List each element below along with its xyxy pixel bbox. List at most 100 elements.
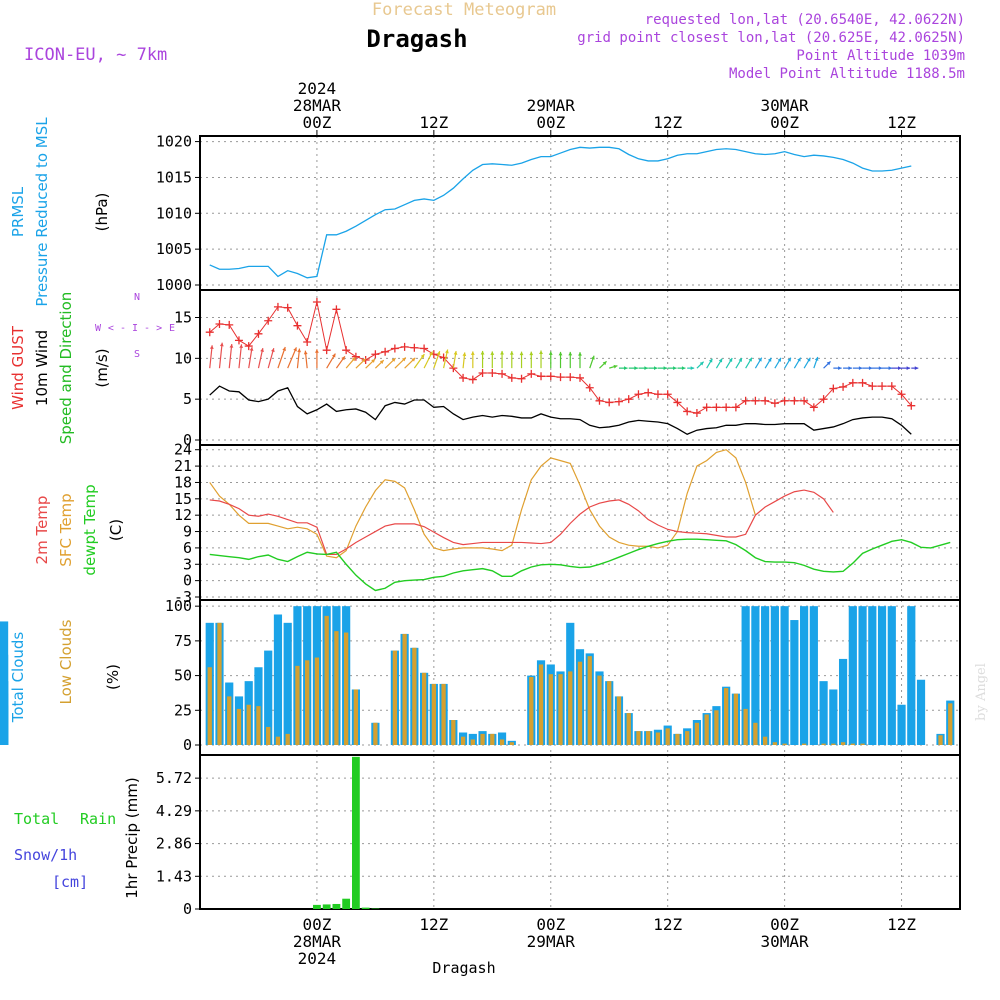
gust-marker <box>819 395 828 404</box>
pressure-unit: (hPa) <box>93 193 111 232</box>
low-cloud-bar <box>685 731 690 745</box>
gust-marker <box>644 388 653 397</box>
rain-bar <box>361 907 370 909</box>
total-cloud-bar <box>264 650 273 745</box>
gust-marker <box>254 329 263 338</box>
wind-arrow-head <box>249 347 254 351</box>
low-cloud-bar <box>753 722 758 745</box>
ytick-label: 6 <box>183 539 192 557</box>
low-cloud-bar <box>509 742 514 745</box>
gust-marker <box>488 369 497 378</box>
low-cloud-bar <box>558 674 563 745</box>
gust-marker <box>653 390 662 399</box>
pressure-labels: PRMSL Pressure Reduced to MSL (hPa) <box>9 117 111 307</box>
temp-unit: (C) <box>107 519 125 541</box>
gust-marker <box>225 320 234 329</box>
wind-arrow-head <box>297 348 302 353</box>
gust-marker <box>410 343 419 352</box>
gust-marker <box>692 409 701 418</box>
low-cloud-bar <box>743 708 748 745</box>
wind-arrow-head <box>738 358 742 363</box>
total-cloud-bar <box>0 706 9 745</box>
wind-arrow-head <box>690 366 695 371</box>
gust-marker <box>527 369 536 378</box>
wind-arrow-head <box>229 344 234 348</box>
gust-marker <box>741 396 750 405</box>
total-cloud-bar <box>858 606 867 745</box>
gust-marker <box>576 373 584 382</box>
top-time-label: 12Z <box>653 113 682 132</box>
wind-arrow-head <box>331 353 336 358</box>
temperature-labels: 2m Temp SFC Temp dewpt Temp (C) <box>33 484 125 575</box>
ytick-label: 25 <box>174 701 192 719</box>
low-cloud-bar <box>840 742 846 745</box>
gust-marker <box>800 396 809 405</box>
low-cloud-bar <box>266 726 271 745</box>
wind-arrow-head <box>797 357 801 362</box>
low-cloud-bar <box>568 671 573 745</box>
wind-arrow-head <box>411 357 416 362</box>
panel-precip: 0 1.43 2.86 4.29 5.72 <box>156 754 961 918</box>
gust-marker <box>731 403 740 412</box>
wind-label-gust: Wind GUST <box>9 325 27 410</box>
low-cloud-bar <box>227 696 232 745</box>
low-cloud-bar <box>665 728 670 745</box>
ytick-label: 0 <box>183 572 192 590</box>
low-cloud-bar <box>636 731 641 745</box>
ytick-label: 5 <box>183 390 192 408</box>
low-cloud-bar <box>285 733 290 745</box>
wind-arrow-head <box>270 348 275 353</box>
gust-marker <box>614 397 623 406</box>
low-cloud-bar <box>295 665 300 745</box>
low-cloud-bar <box>587 656 592 745</box>
credit-watermark: by Angel <box>974 663 989 721</box>
gust-marker <box>829 384 838 393</box>
top-time-label: 12Z <box>419 113 448 132</box>
total-cloud-bar <box>283 622 292 745</box>
low-cloud-bar <box>577 661 583 745</box>
wind-arrow-head <box>568 351 573 356</box>
gust-marker <box>390 344 399 353</box>
wind-arrow-head <box>826 361 831 366</box>
ytick-label: 1020 <box>156 133 192 151</box>
gust-marker <box>234 336 243 345</box>
compass-east: E <box>169 323 175 334</box>
wind-arrow <box>277 346 286 369</box>
precip-label-total: Total <box>14 810 59 828</box>
total-cloud-bar <box>497 732 507 745</box>
gust-marker <box>897 390 906 399</box>
wind-arrow-head <box>391 358 396 362</box>
low-cloud-bar <box>529 676 534 745</box>
low-cloud-bar <box>607 681 612 745</box>
wind-arrow <box>228 344 233 369</box>
rain-bar <box>352 756 360 909</box>
gust-marker <box>848 378 857 387</box>
bottom-time-label: 30MAR <box>761 932 810 951</box>
compass-south: S <box>134 349 140 360</box>
gust-marker <box>459 373 468 382</box>
wind-arrow-head <box>578 352 582 356</box>
bottom-time-label: 00Z <box>302 915 331 934</box>
gust-marker <box>780 396 789 405</box>
gust-marker <box>371 350 380 359</box>
gust-marker <box>322 346 331 355</box>
rain-bar <box>322 904 331 909</box>
low-cloud-bar <box>616 696 622 745</box>
wind-arrow-head <box>420 354 425 359</box>
wind-arrow-head <box>445 349 449 354</box>
low-cloud-bar <box>821 743 826 745</box>
wind-arrow-head <box>624 366 628 371</box>
wind-unit: (m/s) <box>93 348 111 387</box>
product-title: Forecast Meteogram <box>372 0 556 20</box>
gust-marker <box>273 302 282 311</box>
low-cloud-bar <box>236 708 242 745</box>
model-altitude: Model Point Altitude 1188.5m <box>729 66 965 82</box>
gust-marker <box>566 373 575 382</box>
low-cloud-bar <box>217 622 222 745</box>
panel-frame <box>199 444 961 601</box>
pressure-label-prmsl: PRMSL <box>9 186 27 237</box>
grid-coords: grid point closest lon,lat (20.625E, 42.… <box>577 30 965 46</box>
low-cloud-bar <box>733 693 739 745</box>
low-cloud-bar <box>207 667 212 745</box>
gust-marker <box>283 303 292 312</box>
